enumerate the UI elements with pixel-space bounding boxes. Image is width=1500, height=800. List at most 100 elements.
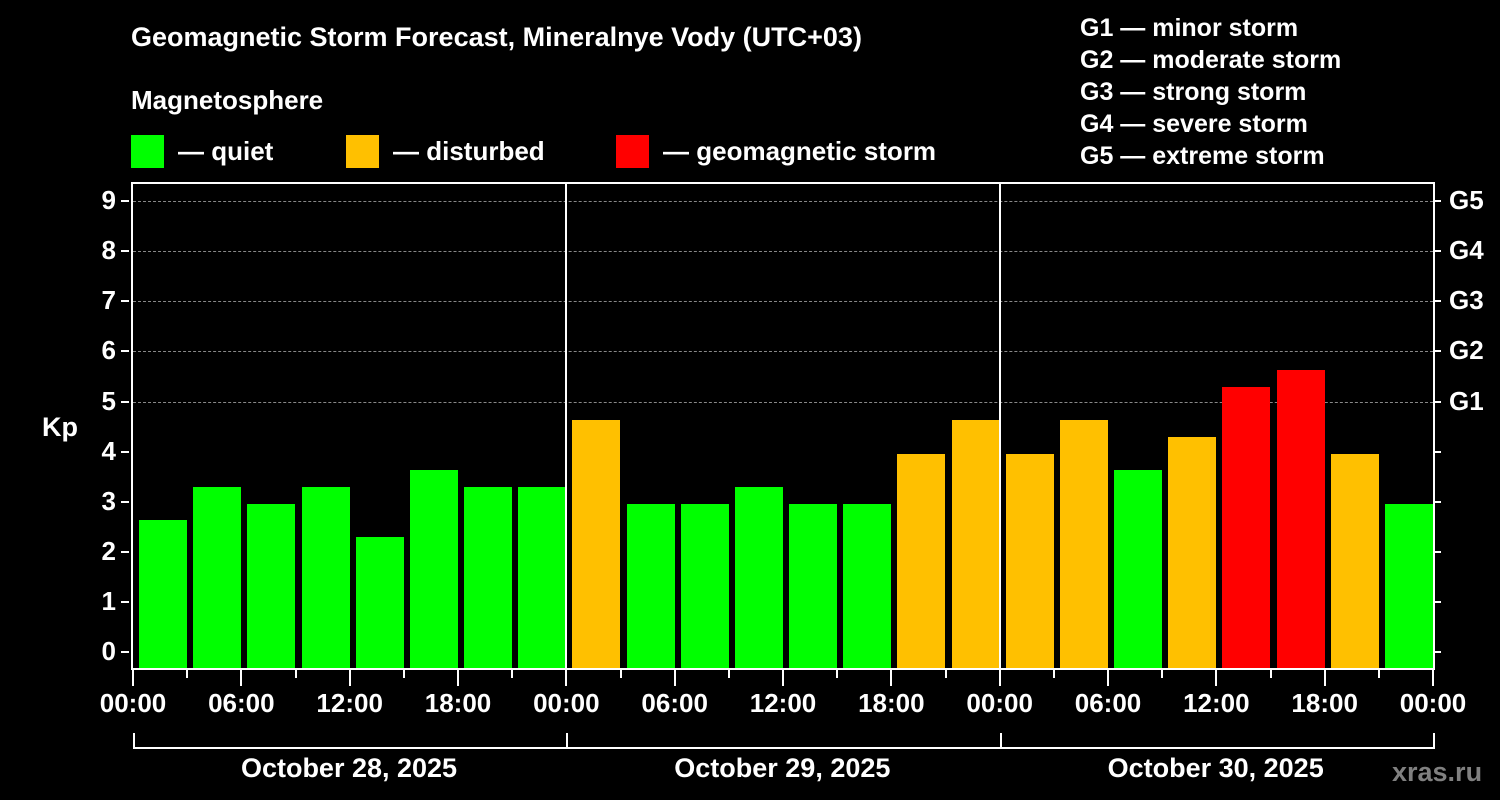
right-tick	[1433, 600, 1441, 603]
bar-quiet[interactable]	[789, 503, 838, 668]
bar-disturbed[interactable]	[572, 420, 621, 668]
bar-quiet[interactable]	[464, 487, 513, 668]
bar-storm[interactable]	[1276, 369, 1325, 668]
bar-quiet[interactable]	[680, 503, 729, 668]
bar-disturbed[interactable]	[1059, 420, 1108, 668]
date-bracket-tick	[566, 733, 569, 749]
x-minor-tick	[619, 670, 622, 678]
x-tick-label: 06:00	[208, 688, 275, 718]
legend-heading: Magnetosphere	[131, 85, 324, 115]
y-axis-title: Kp	[42, 412, 78, 442]
bar-quiet[interactable]	[301, 487, 350, 668]
bar-quiet[interactable]	[355, 537, 404, 668]
date-bracket-tick	[1433, 733, 1435, 749]
bar-quiet[interactable]	[139, 520, 188, 668]
x-minor-tick	[1269, 670, 1272, 678]
x-tick-label: 00:00	[1399, 688, 1467, 718]
x-tick-label: 18:00	[1291, 688, 1358, 718]
bar-disturbed[interactable]	[951, 420, 1000, 668]
g-level-label: G3	[1449, 285, 1484, 316]
date-bracket-tick	[999, 733, 1002, 749]
y-tick	[121, 250, 129, 253]
x-major-tick	[240, 670, 243, 686]
x-tick-label: 06:00	[1074, 688, 1142, 718]
g-level-label: G1	[1449, 385, 1484, 416]
right-tick	[1433, 651, 1441, 653]
y-tick-label: 2	[101, 535, 116, 566]
bar-quiet[interactable]	[734, 487, 783, 668]
x-tick-label: 00:00	[966, 688, 1033, 718]
y-tick-label: 8	[101, 235, 116, 266]
y-tick-label: 4	[101, 435, 116, 466]
g4-legend: G4 — severe storm	[1080, 110, 1308, 138]
date-label: October 29, 2025	[674, 753, 891, 783]
y-tick-label: 3	[101, 485, 116, 516]
g2-legend: G2 — moderate storm	[1080, 46, 1342, 74]
x-major-tick	[782, 670, 784, 686]
storm-swatch	[616, 134, 649, 168]
quiet-swatch	[131, 134, 164, 168]
x-minor-tick	[511, 670, 514, 678]
x-tick-label: 12:00	[1183, 688, 1250, 718]
y-tick-label: 6	[101, 335, 116, 366]
bar-quiet[interactable]	[247, 503, 296, 668]
right-tick	[1433, 500, 1441, 503]
x-minor-tick	[294, 670, 297, 678]
bar-storm[interactable]	[1222, 386, 1271, 668]
y-tick	[121, 550, 129, 553]
x-major-tick	[348, 670, 351, 686]
x-major-tick	[1107, 670, 1109, 686]
gridline-8	[133, 251, 1433, 253]
bar-quiet[interactable]	[1114, 470, 1163, 668]
y-tick	[121, 600, 129, 603]
x-minor-tick	[186, 670, 189, 678]
bar-disturbed[interactable]	[897, 453, 946, 668]
y-tick-label: 0	[101, 636, 116, 666]
g-level-label: G5	[1449, 185, 1484, 216]
bar-quiet[interactable]	[626, 503, 675, 668]
bar-quiet[interactable]	[518, 487, 567, 668]
right-tick	[1433, 400, 1441, 403]
bar-quiet[interactable]	[843, 503, 892, 668]
date-bracket-tick	[133, 733, 135, 749]
gridline-9	[133, 201, 1433, 203]
x-minor-tick	[1052, 670, 1055, 678]
x-major-tick	[132, 670, 134, 686]
x-tick-label: 06:00	[641, 688, 708, 718]
x-tick-label: 00:00	[533, 688, 600, 718]
x-major-tick	[673, 670, 676, 686]
legend-quiet-label: — quiet	[178, 135, 274, 166]
gridline-5	[133, 401, 1433, 403]
g3-legend: G3 — strong storm	[1080, 78, 1307, 106]
g-scale-legend: G1 — minor storm G2 — moderate storm G3 …	[1080, 12, 1341, 172]
gridline-6	[133, 351, 1433, 353]
g1-legend: G1 — minor storm	[1080, 14, 1299, 42]
bar-quiet[interactable]	[193, 487, 242, 668]
right-tick	[1433, 550, 1441, 553]
x-minor-tick	[727, 670, 730, 678]
gridline-7	[133, 301, 1433, 303]
bar-disturbed[interactable]	[1330, 453, 1379, 668]
y-tick	[121, 200, 129, 203]
x-tick-label: 00:00	[99, 688, 167, 718]
y-tick	[121, 300, 129, 303]
x-major-tick	[890, 670, 893, 686]
legend-quiet: — quiet	[131, 134, 273, 168]
right-tick	[1433, 450, 1441, 453]
bar-disturbed[interactable]	[1168, 437, 1217, 668]
bar-quiet[interactable]	[409, 470, 458, 668]
bar-quiet[interactable]	[1384, 503, 1433, 668]
y-tick-label: 1	[101, 585, 116, 616]
x-tick-label: 18:00	[424, 688, 492, 718]
y-tick	[121, 651, 129, 653]
g5-legend: G5 — extreme storm	[1080, 142, 1325, 170]
date-label: October 30, 2025	[1107, 753, 1324, 783]
plot-area	[131, 182, 1435, 670]
x-minor-tick	[1377, 670, 1380, 678]
bar-disturbed[interactable]	[1005, 453, 1054, 668]
x-minor-tick	[944, 670, 947, 678]
right-tick	[1433, 200, 1441, 203]
day-divider	[565, 184, 568, 668]
y-tick	[121, 400, 129, 403]
day-divider	[998, 184, 1001, 668]
